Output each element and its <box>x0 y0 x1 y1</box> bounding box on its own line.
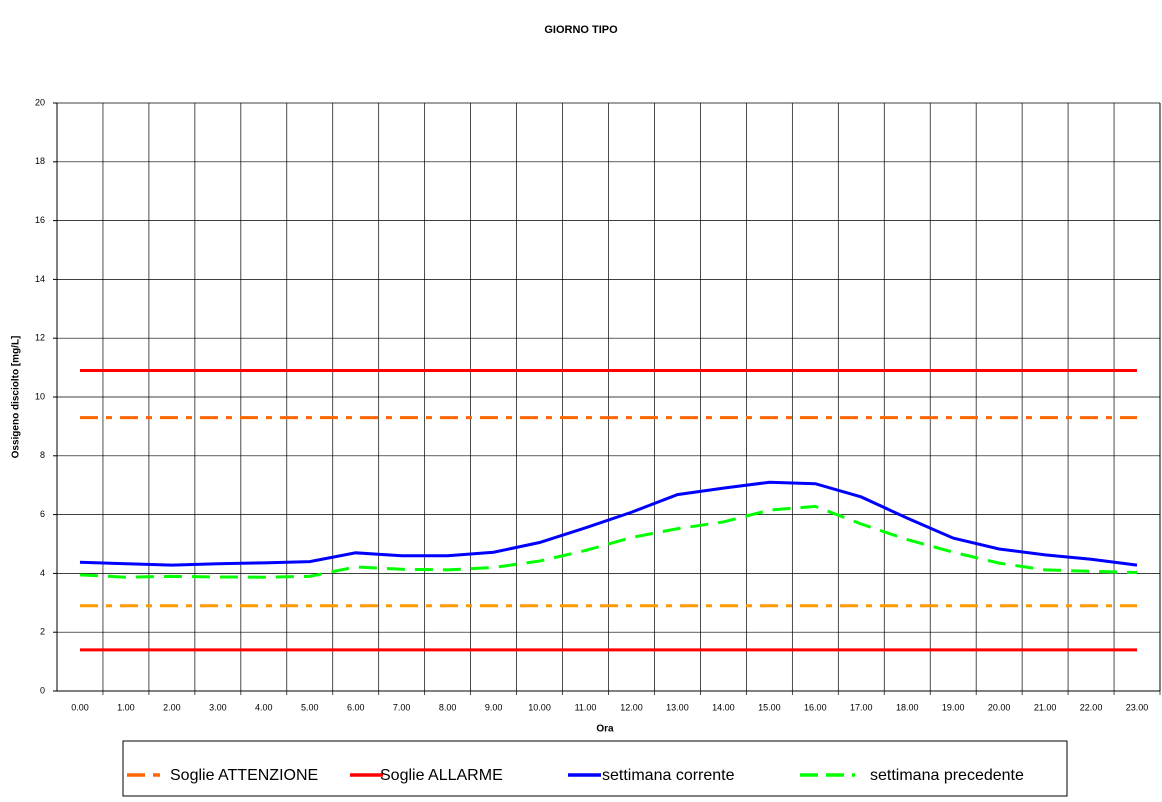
x-tick-label: 1.00 <box>117 702 135 712</box>
y-tick-label: 18 <box>35 156 45 166</box>
x-tick-label: 14.00 <box>712 702 735 712</box>
y-tick-label: 4 <box>40 568 45 578</box>
y-axis-title: Ossigeno disciolto [mg/L] <box>11 336 22 459</box>
legend-box <box>122 740 1068 797</box>
y-tick-label: 16 <box>35 215 45 225</box>
y-tick-label: 0 <box>40 685 45 695</box>
series-line <box>79 480 1138 567</box>
y-tick-label: 8 <box>40 450 45 460</box>
x-tick-label: 8.00 <box>439 702 457 712</box>
x-tick-label: 19.00 <box>942 702 965 712</box>
x-tick-label: 5.00 <box>301 702 319 712</box>
x-tick-label: 2.00 <box>163 702 181 712</box>
x-tick-label: 3.00 <box>209 702 227 712</box>
x-tick-label: 4.00 <box>255 702 273 712</box>
x-axis-title: Ora <box>596 724 614 735</box>
x-tick-label: 0.00 <box>71 702 89 712</box>
legend-label: Soglie ATTENZIONE <box>170 767 318 784</box>
series-line <box>79 504 1138 579</box>
legend-label: Soglie ALLARME <box>380 767 503 784</box>
y-tick-label: 20 <box>35 97 45 107</box>
x-tick-label: 22.00 <box>1080 702 1103 712</box>
y-tick-label: 14 <box>35 274 45 284</box>
x-tick-label: 16.00 <box>804 702 827 712</box>
x-tick-label: 20.00 <box>988 702 1011 712</box>
x-tick-label: 15.00 <box>758 702 781 712</box>
x-tick-label: 18.00 <box>896 702 919 712</box>
x-tick-label: 21.00 <box>1034 702 1057 712</box>
x-tick-label: 11.00 <box>575 702 597 712</box>
y-tick-label: 12 <box>35 333 45 343</box>
chart-title: GIORNO TIPO <box>544 24 618 36</box>
y-tick-label: 10 <box>35 391 45 401</box>
x-tick-label: 10.00 <box>528 702 551 712</box>
legend-label: settimana corrente <box>602 767 735 784</box>
y-tick-label: 6 <box>40 509 45 519</box>
x-tick-label: 23.00 <box>1126 702 1149 712</box>
legend-label: settimana precedente <box>870 767 1024 784</box>
x-tick-label: 17.00 <box>850 702 873 712</box>
x-tick-label: 12.00 <box>620 702 643 712</box>
x-tick-label: 13.00 <box>666 702 689 712</box>
x-tick-label: 7.00 <box>393 702 411 712</box>
x-tick-label: 9.00 <box>485 702 503 712</box>
y-tick-label: 2 <box>40 627 45 637</box>
x-tick-label: 6.00 <box>347 702 365 712</box>
